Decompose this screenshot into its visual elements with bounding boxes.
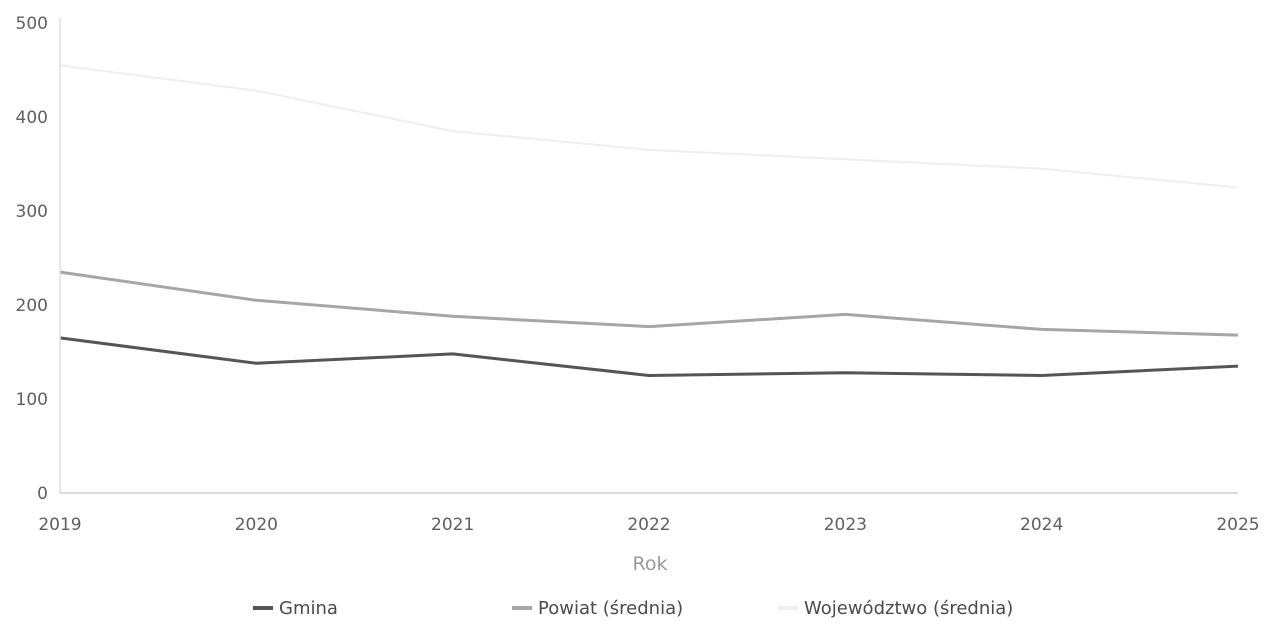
- y-tick-label: 500: [16, 14, 48, 34]
- series-lines: [59, 64, 1239, 377]
- series-line-2: [59, 270, 1239, 337]
- x-tick-label: 2019: [38, 515, 81, 535]
- y-tick-label: 0: [37, 484, 48, 504]
- x-tick-label: 2025: [1216, 515, 1259, 535]
- legend-entry: Gmina: [279, 598, 338, 619]
- legend-entry: Województwo (średnia): [804, 598, 1013, 619]
- legend-entry: Powiat (średnia): [538, 598, 683, 619]
- y-tick-label: 200: [16, 296, 48, 316]
- x-tick-label: 2022: [627, 515, 670, 535]
- x-tick-label: 2024: [1020, 515, 1063, 535]
- series-line-1: [59, 336, 1239, 377]
- x-tick-label: 2020: [235, 515, 278, 535]
- x-tick-label: 2021: [431, 515, 474, 535]
- legend: Gmina Powiat (średnia) Województwo (średni…: [253, 598, 1013, 619]
- y-tick-label: 300: [16, 202, 48, 222]
- y-tick-label: 100: [16, 390, 48, 410]
- x-tick-label: 2023: [824, 515, 867, 535]
- y-tick-label: 400: [16, 108, 48, 128]
- x-axis-label: Rok: [633, 553, 668, 575]
- y-axis-ticks: 0 100 200 300 400 500: [16, 14, 48, 504]
- x-axis-ticks: 2019 2020 2021 2022 2023 2024 2025: [38, 515, 1259, 535]
- series-line-3: [59, 64, 1239, 189]
